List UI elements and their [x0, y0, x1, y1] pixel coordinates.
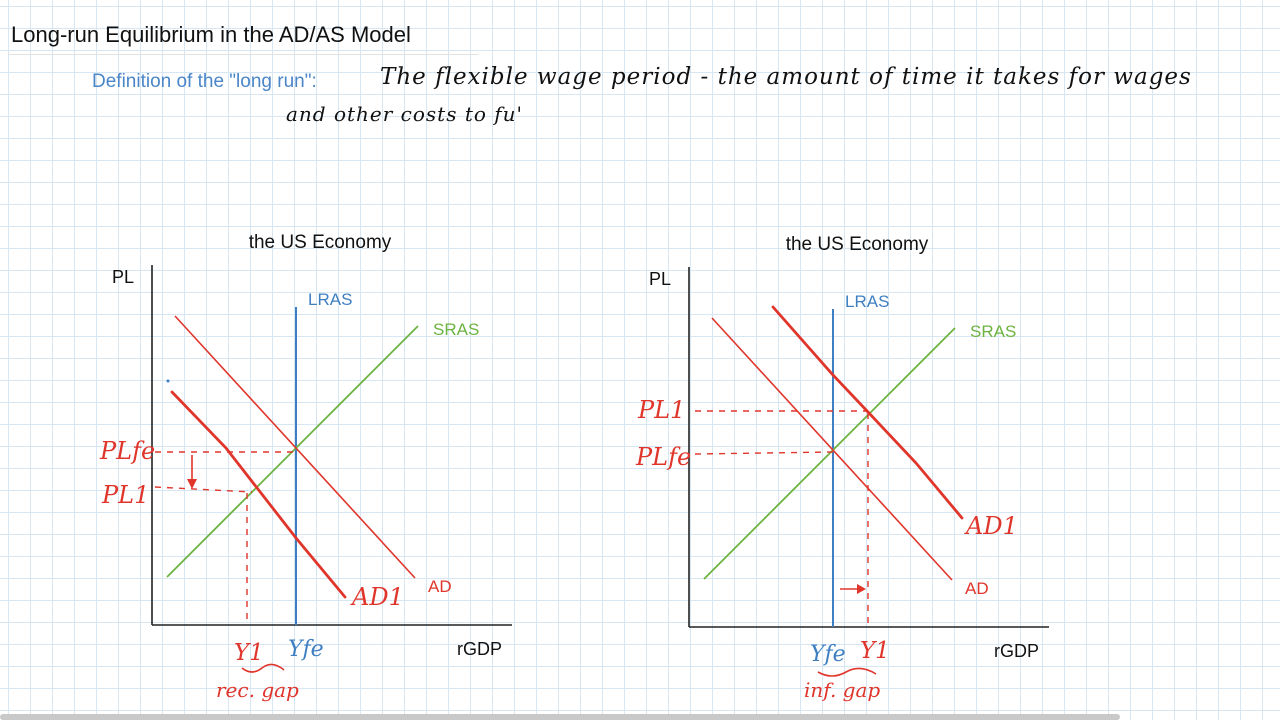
ink-dot [166, 379, 170, 383]
yfe-label: Yfe [288, 637, 324, 662]
ad-curve [711, 317, 953, 581]
x-axis-label: rGDP [994, 641, 1039, 661]
handwritten-definition-line2: and other costs to fu' [286, 102, 524, 126]
y1-label: Y1 [860, 638, 890, 664]
horizontal-scrollbar[interactable] [0, 714, 1120, 720]
x-axis-label: rGDP [457, 639, 502, 659]
pl1-label: PL1 [101, 481, 149, 509]
page-title: Long-run Equilibrium in the AD/AS Model [11, 22, 411, 47]
y1-label: Y1 [234, 640, 264, 666]
sras-curve [703, 327, 956, 580]
ad-curve [174, 315, 416, 579]
graph-inflationary-gap: the US Economy PL rGDP LRAS SRAS AD AD1 … [635, 234, 1049, 702]
graph-title: the US Economy [786, 234, 929, 255]
gap-brace [817, 667, 877, 677]
sras-label: SRAS [433, 320, 479, 339]
plfe-label: PLfe [99, 437, 155, 465]
pl1-guide [154, 486, 253, 493]
down-arrow-head [187, 479, 197, 489]
handwritten-definition-line1: The flexible wage period - the amount of… [380, 64, 1192, 90]
ad-label: AD [428, 577, 452, 596]
lras-label: LRAS [845, 292, 889, 311]
ad1-curve [771, 305, 964, 520]
definition-label: Definition of the "long run": [92, 71, 317, 92]
right-arrow-head [857, 584, 866, 594]
pl1-label: PL1 [637, 396, 685, 424]
plfe-label: PLfe [635, 443, 691, 471]
graph-recessionary-gap: the US Economy PL rGDP LRAS SRAS AD AD1 … [99, 232, 512, 702]
gap-note: inf. gap [804, 678, 880, 702]
y-axis-label: PL [649, 269, 671, 289]
gap-brace [241, 663, 285, 673]
title-divider [8, 54, 478, 55]
ad1-curve [170, 390, 347, 599]
plfe-guide [694, 451, 834, 455]
graph-title: the US Economy [249, 232, 392, 253]
lras-label: LRAS [308, 290, 352, 309]
ad1-label: AD1 [964, 512, 1018, 540]
ad1-label: AD1 [350, 583, 404, 611]
y-axis-label: PL [112, 267, 134, 287]
sras-label: SRAS [970, 322, 1016, 341]
yfe-label: Yfe [810, 642, 846, 667]
gap-note: rec. gap [216, 678, 299, 702]
ad-label: AD [965, 579, 989, 598]
